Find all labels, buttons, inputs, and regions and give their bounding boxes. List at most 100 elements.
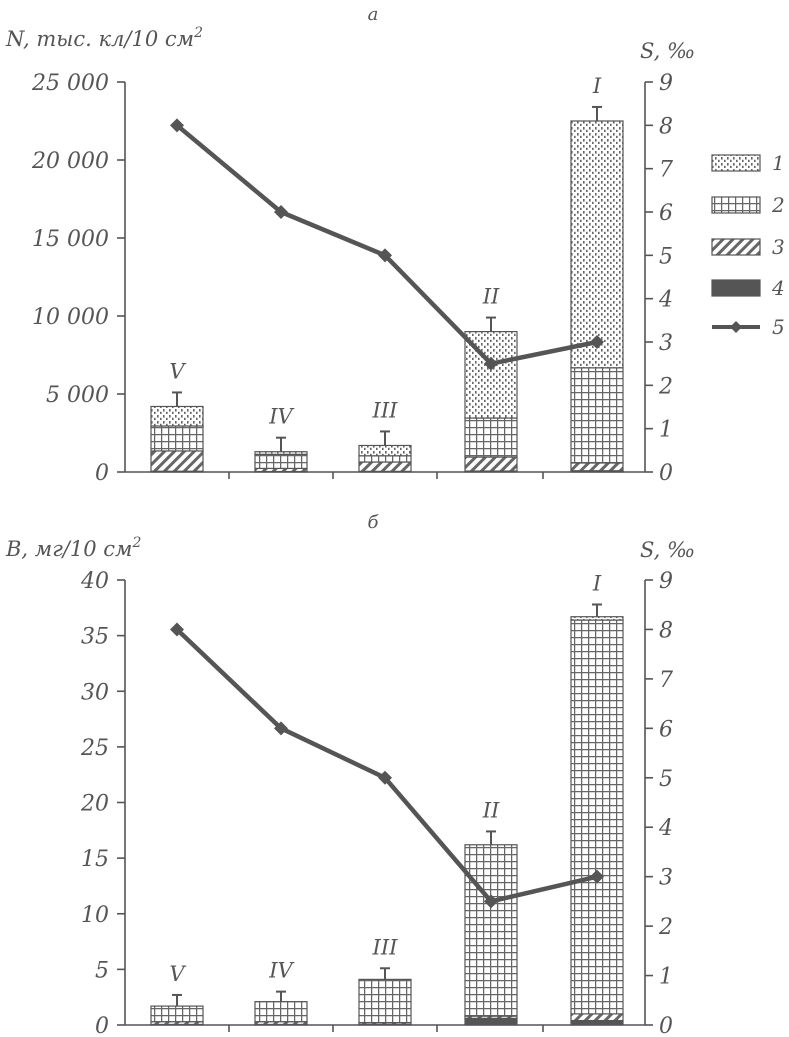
panel-a: а N, тыс. кл/10 см2 S, ‰ 0 5 000 10 000 15 … [5, 4, 785, 486]
bar-segment-V-series-2 [150, 425, 204, 452]
error-bar-II [486, 316, 496, 332]
right-tick-label: 9 [659, 71, 673, 96]
bar-segment-I-series-3 [570, 462, 624, 472]
legend-swatch-diagonal [711, 238, 761, 256]
right-tick-label: 7 [659, 668, 673, 693]
panel-b-error-bars [172, 603, 602, 1007]
legend-swatch-marker [730, 321, 742, 333]
legend-swatch-grid [711, 196, 761, 214]
legend-item-4: 4 [711, 276, 785, 300]
legend: 1 2 3 4 5 [711, 151, 785, 339]
panel-b-right-axis-label: S, ‰ [640, 538, 695, 562]
bar-segment-I-series-2 [570, 367, 624, 464]
right-tick-label: 5 [659, 244, 673, 269]
legend-swatch-solid [711, 279, 761, 297]
error-bar-III [380, 967, 390, 980]
station-label-I: I [592, 74, 602, 98]
left-tick-label: 0 [95, 1014, 109, 1037]
right-tick-label: 8 [659, 114, 673, 139]
panel-a-axes: 0 5 000 10 000 15 000 20 000 25 000 0 1 2 3 4 5 6 7 8 9 [31, 71, 673, 486]
salinity-marker-I [590, 869, 604, 884]
station-label-IV: IV [268, 959, 294, 983]
panel-b: б B, мг/10 см2 S, ‰ 05101520253035400123… [5, 512, 695, 1037]
panel-b-y-axis-label: B, мг/10 см2 [5, 535, 141, 561]
error-bar-III [380, 430, 390, 446]
panel-b-bars [150, 616, 624, 1026]
legend-item-5: 5 [712, 315, 785, 339]
panel-a-bars [150, 120, 624, 473]
bar-segment-V-series-3 [150, 450, 204, 472]
panel-a-label: а [368, 4, 379, 25]
bar-segment-I-series-4 [570, 1019, 624, 1026]
panel-a-salinity-line [170, 118, 604, 371]
right-tick-label: 4 [658, 288, 673, 313]
bar-segment-II-series-2 [464, 844, 518, 1017]
bar-segment-I-series-1 [570, 120, 624, 369]
left-tick-label: 10 000 [32, 305, 109, 330]
bar-segment-I-series-3 [570, 1013, 624, 1022]
left-tick-label: 25 000 [31, 71, 109, 96]
right-tick-label: 3 [659, 331, 673, 356]
panel-b-axes: 0 5 10 15 20 25 30 35 40 0 1 2 3 4 5 6 7 8 9 [80, 569, 673, 1037]
right-tick-label: 6 [659, 201, 673, 226]
panel-a-y-axis-label: N, тыс. кл/10 см2 [5, 25, 203, 51]
salinity-line [175, 123, 598, 366]
legend-label: 2 [771, 193, 785, 217]
salinity-line [175, 627, 598, 904]
bar-segment-III-series-2 [358, 455, 412, 463]
bar-segment-IV-series-2 [254, 1001, 308, 1023]
error-bar-IV [276, 436, 286, 452]
right-tick-label: 2 [658, 374, 673, 399]
left-tick-label: 0 [95, 461, 109, 486]
left-tick-label: 15 [81, 847, 109, 872]
right-tick-label: 1 [659, 965, 673, 990]
legend-label: 4 [771, 276, 785, 300]
legend-item-3: 3 [711, 235, 785, 259]
right-tick-label: 4 [658, 816, 673, 841]
legend-label: 3 [772, 235, 785, 259]
left-tick-label: 20 [80, 792, 109, 817]
salinity-marker-III [378, 248, 392, 263]
right-tick-label: 5 [659, 767, 673, 792]
left-tick-label: 40 [80, 569, 109, 594]
error-bar-I [592, 603, 602, 617]
error-bar-V [172, 391, 182, 407]
station-label-II: II [482, 285, 500, 309]
bar-segment-I-series-2 [570, 619, 624, 1015]
station-label-III: III [372, 935, 399, 959]
left-tick-label: 35 [81, 625, 109, 650]
station-label-V: V [169, 359, 186, 383]
bar-segment-III-series-1 [358, 444, 412, 457]
salinity-marker-IV [274, 205, 288, 219]
station-label-II: II [482, 798, 500, 822]
salinity-marker-V [170, 622, 184, 637]
legend-label: 1 [772, 151, 785, 175]
bar-segment-IV-series-2 [254, 453, 308, 470]
station-label-III: III [372, 398, 399, 422]
right-tick-label: 0 [659, 461, 673, 486]
legend-item-1: 1 [711, 151, 785, 175]
panel-a-right-axis-label: S, ‰ [640, 39, 695, 63]
right-tick-label: 7 [659, 158, 673, 183]
bar-segment-II-series-3 [464, 456, 518, 472]
salinity-marker-I [590, 335, 604, 349]
error-bar-II [486, 830, 496, 845]
salinity-marker-II [484, 894, 498, 909]
panel-b-label: б [368, 512, 380, 533]
error-bar-IV [276, 990, 286, 1002]
error-bar-I [592, 105, 602, 121]
right-tick-label: 6 [659, 717, 673, 742]
station-label-V: V [169, 962, 186, 986]
left-tick-label: 5 [95, 958, 109, 983]
right-tick-label: 2 [658, 915, 673, 940]
left-tick-label: 30 [81, 680, 109, 705]
right-tick-label: 8 [659, 618, 673, 643]
bar-segment-V-series-2 [150, 1005, 204, 1023]
right-tick-label: 9 [659, 569, 673, 594]
salinity-marker-III [378, 770, 392, 785]
left-tick-label: 10 [81, 903, 109, 928]
panel-b-salinity-line [170, 622, 604, 909]
panel-a-error-bars [172, 105, 602, 452]
